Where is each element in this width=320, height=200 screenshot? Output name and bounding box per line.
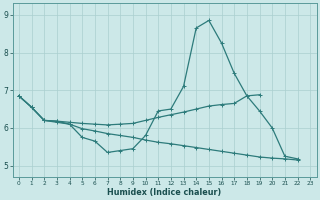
X-axis label: Humidex (Indice chaleur): Humidex (Indice chaleur) [108, 188, 222, 197]
